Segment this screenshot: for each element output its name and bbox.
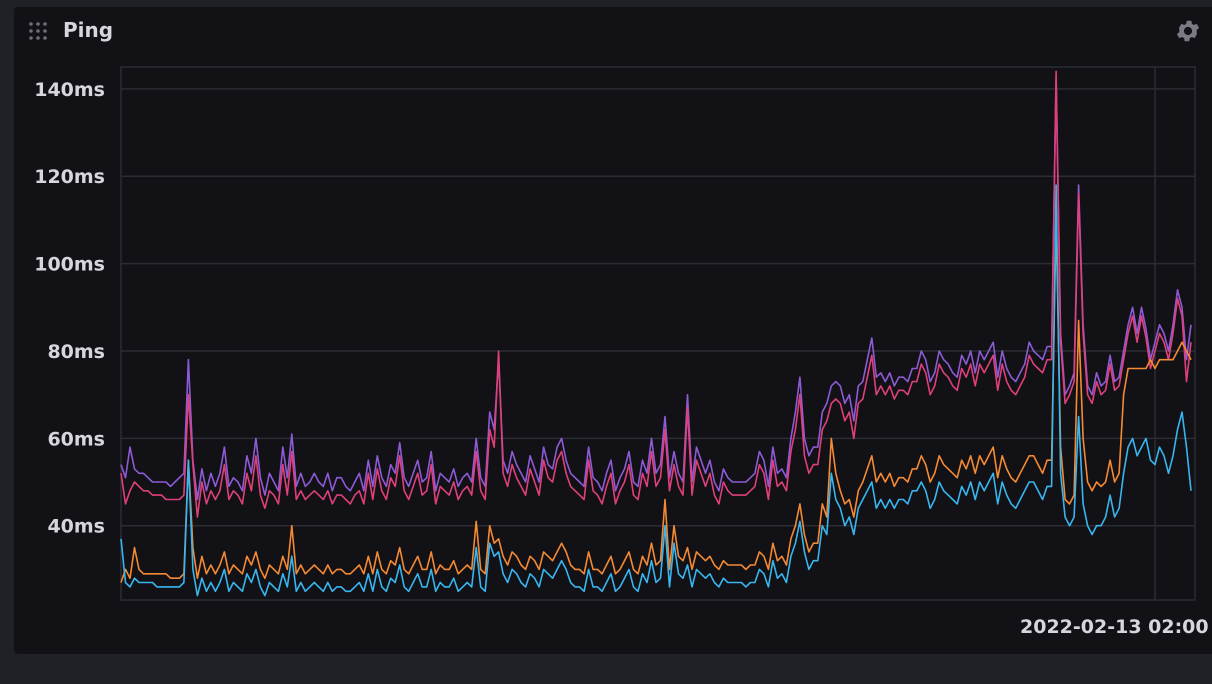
chart-series — [120, 70, 1192, 597]
plot-frame — [120, 66, 1196, 601]
series-line-1 — [120, 79, 1192, 501]
y-tick-label: 100ms — [34, 254, 105, 276]
x-tick-label: 2022-02-13 02:00 — [1020, 616, 1209, 638]
y-axis: 40ms 60ms 80ms 100ms 120ms 140ms — [34, 79, 105, 538]
panel-title: Ping — [63, 18, 114, 42]
series-line-4 — [120, 184, 1192, 597]
ping-panel: Ping — [14, 7, 1212, 654]
y-tick-label: 60ms — [47, 428, 105, 450]
y-tick-label: 120ms — [34, 166, 105, 188]
gear-icon[interactable] — [1174, 17, 1202, 45]
y-tick-label: 40ms — [47, 516, 105, 538]
y-tick-label: 80ms — [47, 341, 105, 363]
series-line-2 — [120, 70, 1192, 518]
drag-grid-icon[interactable] — [28, 21, 48, 41]
series-line-3 — [120, 219, 1192, 583]
x-axis: 2022-02-13 02:00 — [1020, 616, 1209, 638]
y-tick-label: 140ms — [34, 79, 105, 101]
panel-header: Ping — [14, 7, 1212, 53]
chart-grid — [120, 66, 1196, 601]
